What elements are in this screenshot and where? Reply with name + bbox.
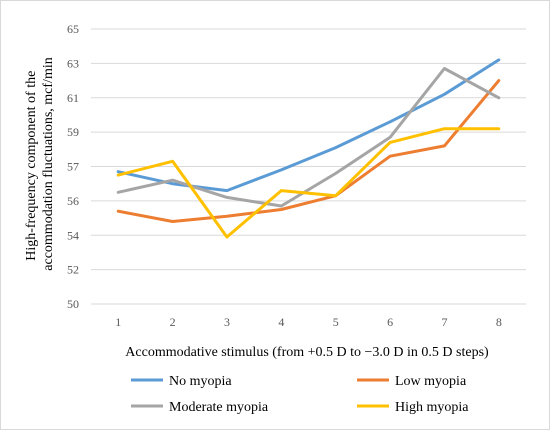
legend-item-no-myopia: No myopia (131, 374, 232, 389)
x-axis-ticks: 1 2 3 4 5 6 7 8 (115, 315, 502, 329)
x-tick-label: 3 (224, 315, 230, 329)
legend-label: Moderate myopia (169, 400, 269, 415)
y-axis-title-line-1: High-frequency component of the (24, 71, 39, 261)
series-line-low-myopia (116, 79, 501, 223)
legend-label: Low myopia (395, 374, 467, 389)
x-tick-label: 6 (387, 315, 393, 329)
series-lines (116, 58, 501, 239)
x-tick-label: 2 (170, 315, 176, 329)
legend: No myopia Low myopia Moderate myopia High m… (131, 374, 469, 415)
series-line-moderate-myopia (116, 67, 501, 208)
y-tick-label: 57 (67, 160, 79, 174)
series-line-high-myopia (116, 127, 501, 239)
y-tick-label: 59 (67, 125, 79, 139)
y-tick-label: 52 (67, 263, 79, 277)
x-axis-title: Accommodative stimulus (from +0.5 D to −… (125, 345, 489, 360)
y-tick-label: 54 (67, 228, 79, 242)
legend-item-moderate-myopia: Moderate myopia (131, 400, 269, 415)
x-tick-label: 5 (333, 315, 339, 329)
x-tick-label: 7 (441, 315, 447, 329)
x-tick-label: 8 (496, 315, 502, 329)
y-tick-label: 61 (67, 91, 79, 105)
y-tick-label: 50 (67, 297, 79, 311)
x-tick-label: 4 (278, 315, 284, 329)
legend-label: High myopia (395, 400, 469, 415)
gridlines (91, 28, 526, 305)
legend-item-high-myopia: High myopia (357, 400, 469, 415)
y-tick-label: 56 (67, 194, 79, 208)
y-axis-title-line-2: accommodation fluctuations, mcf/min (41, 57, 56, 270)
y-axis-title: High-frequency component of the accommod… (24, 57, 56, 270)
legend-item-low-myopia: Low myopia (357, 374, 467, 389)
y-axis-ticks: 50 52 54 56 57 59 61 63 65 (67, 22, 79, 311)
series-line-no-myopia (116, 58, 501, 193)
y-tick-label: 63 (67, 56, 79, 70)
legend-label: No myopia (169, 374, 232, 389)
y-tick-label: 65 (67, 22, 79, 36)
x-tick-label: 1 (115, 315, 121, 329)
